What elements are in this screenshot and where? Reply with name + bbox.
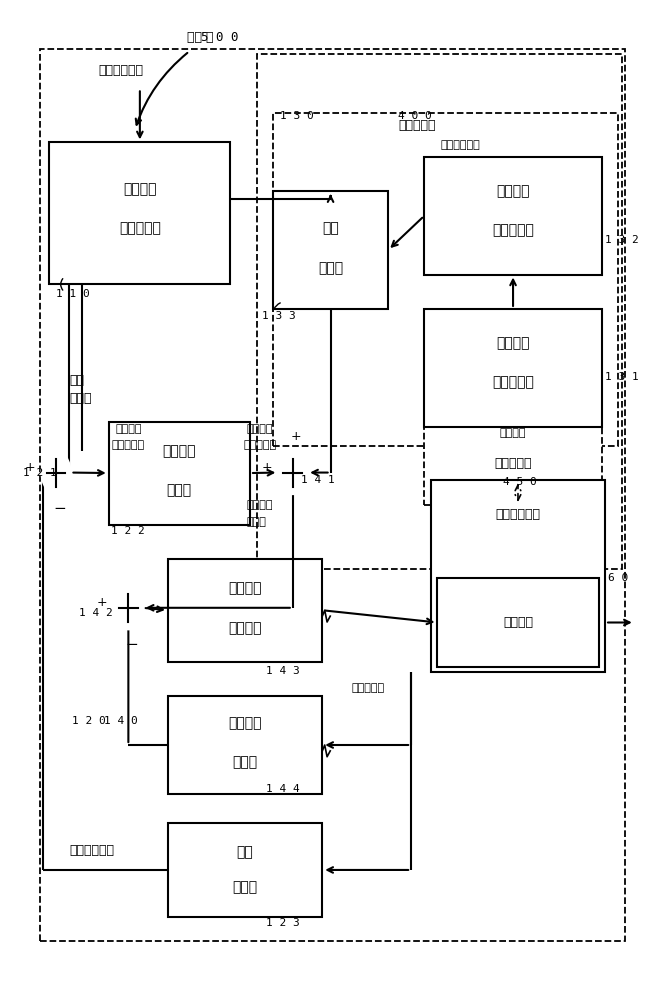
Text: 在先要求值: 在先要求值 (244, 440, 276, 450)
Text: 5 0 0: 5 0 0 (201, 31, 238, 44)
Text: 励磁电流: 励磁电流 (115, 424, 142, 434)
Bar (424, 422, 602, 505)
Text: 1 4 2: 1 4 2 (79, 608, 113, 618)
Text: +: + (261, 461, 272, 474)
Text: 电压: 电压 (237, 845, 254, 859)
Text: 依赖特性: 依赖特性 (497, 336, 530, 350)
Text: 要求值: 要求值 (69, 392, 92, 405)
Bar (431, 480, 605, 672)
Text: 励磁电流: 励磁电流 (228, 716, 262, 730)
Text: 发电机电压值: 发电机电压值 (69, 844, 114, 857)
Text: 励磁电流: 励磁电流 (247, 424, 273, 434)
Text: 电路: 电路 (322, 222, 339, 236)
Text: 1 3 2: 1 3 2 (605, 235, 639, 245)
Text: 1 4 0: 1 4 0 (104, 716, 138, 726)
Text: 数据存放部: 数据存放部 (492, 224, 534, 237)
Bar (168, 559, 322, 662)
Text: 励磁电流: 励磁电流 (228, 582, 262, 596)
Text: 1 1 0: 1 1 0 (56, 289, 90, 299)
Bar (168, 823, 322, 916)
Bar (437, 578, 599, 667)
Text: 依赖特性: 依赖特性 (497, 184, 530, 198)
Text: 调整装置: 调整装置 (228, 621, 262, 635)
Text: 旋转设备主体: 旋转设备主体 (495, 508, 540, 521)
Text: 设定值: 设定值 (247, 517, 266, 527)
Bar (50, 142, 230, 284)
Text: 1 2 2: 1 2 2 (111, 526, 144, 536)
Text: 修正要求值: 修正要求值 (112, 440, 145, 450)
Text: 励磁电流: 励磁电流 (247, 500, 273, 510)
Text: 1 2 1: 1 2 1 (23, 468, 57, 478)
Text: +: + (97, 596, 107, 609)
Text: 在先运算部: 在先运算部 (398, 119, 435, 132)
Text: 目标运转: 目标运转 (123, 182, 156, 196)
Text: 条件输入部: 条件输入部 (119, 221, 161, 235)
Bar (273, 113, 618, 446)
Text: 励磁控制装置: 励磁控制装置 (441, 140, 480, 150)
Text: 1 2 3: 1 2 3 (266, 918, 300, 928)
Text: 检测部: 检测部 (233, 881, 258, 895)
Text: 4 0 0: 4 0 0 (398, 111, 431, 121)
Text: 1 3 3: 1 3 3 (262, 311, 296, 321)
Text: ５０ ０: ５０ ０ (187, 31, 214, 44)
Text: +: + (24, 461, 35, 474)
Text: 数据输入部: 数据输入部 (492, 375, 534, 389)
Text: 运算部: 运算部 (167, 484, 192, 498)
Text: 1 4 4: 1 4 4 (266, 784, 300, 794)
Text: 电压: 电压 (69, 374, 84, 387)
Circle shape (114, 586, 143, 629)
Bar (109, 422, 250, 524)
Text: 励磁电流值: 励磁电流值 (352, 683, 385, 693)
Text: 1 3 1: 1 3 1 (605, 372, 639, 382)
Bar (273, 191, 388, 309)
Text: 励磁绕组: 励磁绕组 (503, 616, 533, 629)
Text: −: − (125, 637, 138, 652)
Text: 1 4 1: 1 4 1 (301, 475, 335, 485)
Bar (424, 309, 602, 426)
Text: 电压控制: 电压控制 (162, 444, 196, 458)
Text: 1 3 0: 1 3 0 (280, 111, 313, 121)
Bar (40, 49, 625, 941)
Text: −: − (53, 501, 66, 516)
Bar (168, 696, 322, 794)
Text: +: + (291, 430, 301, 443)
Bar (256, 54, 621, 569)
Text: 计算部: 计算部 (318, 261, 343, 275)
Circle shape (42, 451, 70, 494)
Text: 无负载试验: 无负载试验 (495, 457, 532, 470)
Text: 6 0: 6 0 (609, 573, 629, 583)
Text: 目标运转条件: 目标运转条件 (99, 64, 144, 77)
Text: 1 2 0: 1 2 0 (72, 716, 106, 726)
Bar (424, 157, 602, 275)
Circle shape (278, 451, 307, 494)
Text: 依赖数据: 依赖数据 (500, 428, 526, 438)
Text: 1 4 3: 1 4 3 (266, 666, 300, 676)
Text: 4 5 0: 4 5 0 (503, 477, 537, 487)
Text: 检测部: 检测部 (233, 756, 258, 770)
